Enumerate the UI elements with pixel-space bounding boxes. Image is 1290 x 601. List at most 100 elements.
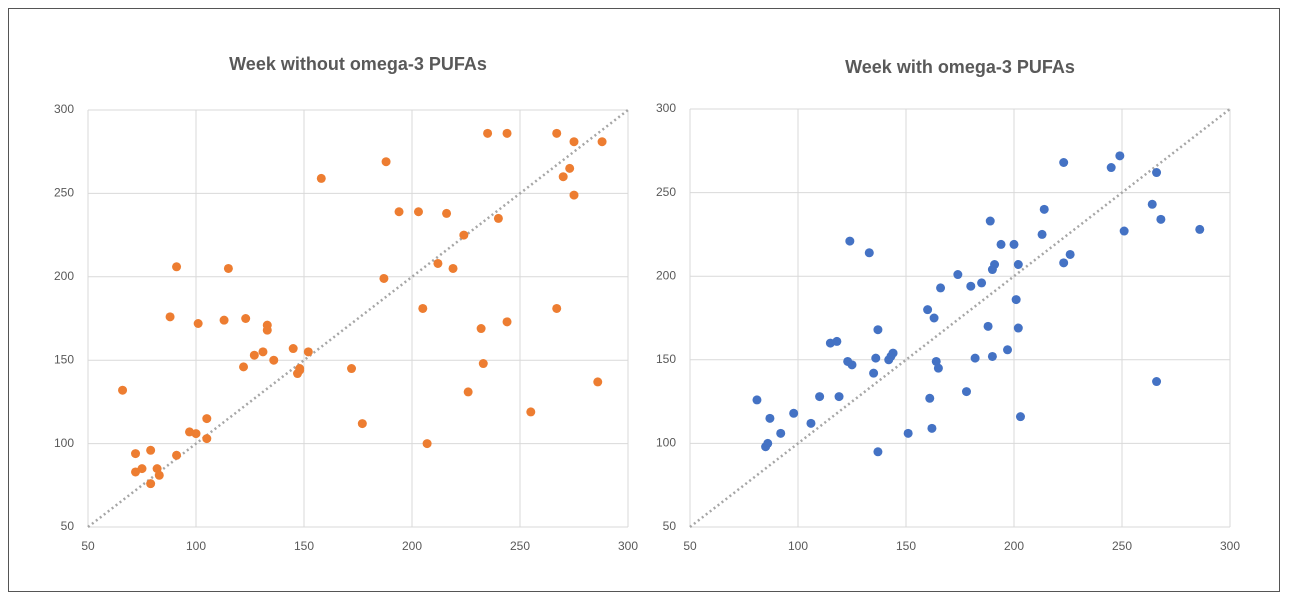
point: [961, 387, 971, 397]
point: [985, 216, 995, 226]
point: [288, 344, 298, 354]
point: [776, 428, 786, 438]
point: [1195, 224, 1205, 234]
point: [970, 353, 980, 363]
chart-title: Week with omega-3 PUFAs: [845, 57, 1075, 77]
point: [476, 324, 486, 334]
y-tick-label: 300: [656, 101, 676, 115]
point: [569, 137, 579, 147]
identity-line: [689, 108, 1231, 528]
point: [966, 281, 976, 291]
point: [996, 239, 1006, 249]
point: [1009, 239, 1019, 249]
point: [990, 259, 1000, 269]
point: [593, 377, 603, 387]
point: [565, 163, 575, 173]
point: [146, 479, 156, 489]
point: [888, 348, 898, 358]
point: [191, 429, 201, 439]
x-tick-label: 200: [402, 539, 422, 553]
x-tick-label: 300: [1220, 539, 1240, 553]
point: [864, 248, 874, 258]
x-tick-label: 150: [294, 539, 314, 553]
x-tick-label: 200: [1004, 539, 1024, 553]
point: [172, 450, 182, 460]
point: [493, 213, 503, 223]
point: [569, 190, 579, 200]
x-tick-label: 50: [683, 539, 697, 553]
y-tick-label: 100: [656, 436, 676, 450]
y-tick-label: 300: [54, 102, 74, 116]
frame: [8, 8, 1280, 592]
point: [983, 321, 993, 331]
point: [154, 470, 164, 480]
point: [418, 303, 428, 313]
point: [394, 207, 404, 217]
point: [1011, 295, 1021, 305]
point: [433, 258, 443, 268]
point: [131, 449, 141, 459]
point: [552, 128, 562, 138]
point: [137, 464, 147, 474]
point: [219, 315, 229, 325]
x-tick-label: 250: [1112, 539, 1132, 553]
point: [1015, 412, 1025, 422]
point: [815, 392, 825, 402]
point: [478, 359, 488, 369]
y-tick-label: 150: [54, 352, 74, 366]
point: [1106, 163, 1116, 173]
point: [847, 360, 857, 370]
point: [316, 173, 326, 183]
point: [165, 312, 175, 322]
point: [1013, 323, 1023, 333]
point: [987, 351, 997, 361]
x-tick-label: 300: [618, 539, 638, 553]
y-tick-label: 50: [663, 519, 677, 533]
point: [269, 355, 279, 365]
point: [953, 270, 963, 280]
point: [459, 230, 469, 240]
point: [871, 353, 881, 363]
point: [869, 368, 879, 378]
point: [1115, 151, 1125, 161]
point: [202, 414, 212, 424]
point: [977, 278, 987, 288]
point: [381, 157, 391, 167]
y-tick-label: 150: [656, 352, 676, 366]
x-tick-label: 100: [186, 539, 206, 553]
point: [303, 347, 313, 357]
point: [834, 392, 844, 402]
y-tick-label: 100: [54, 436, 74, 450]
point: [118, 385, 128, 395]
point: [1059, 258, 1069, 268]
point: [262, 325, 272, 335]
point: [463, 387, 473, 397]
point: [789, 408, 799, 418]
y-tick-label: 200: [54, 269, 74, 283]
point: [502, 128, 512, 138]
point: [927, 423, 937, 433]
x-tick-label: 250: [510, 539, 530, 553]
point: [903, 428, 913, 438]
point: [241, 314, 251, 323]
point: [258, 347, 268, 357]
point: [1156, 214, 1166, 224]
point: [379, 273, 389, 283]
point: [526, 407, 536, 417]
point: [923, 305, 933, 315]
point: [448, 263, 458, 273]
point: [1037, 229, 1047, 239]
x-tick-label: 150: [896, 539, 916, 553]
point: [597, 137, 607, 147]
point: [223, 263, 233, 273]
point: [502, 317, 512, 327]
point: [172, 262, 182, 272]
point: [1152, 377, 1162, 387]
point: [483, 128, 493, 138]
point: [933, 363, 943, 373]
point: [442, 208, 452, 218]
point: [193, 319, 203, 329]
y-tick-label: 250: [54, 186, 74, 200]
identity-line: [87, 109, 629, 528]
